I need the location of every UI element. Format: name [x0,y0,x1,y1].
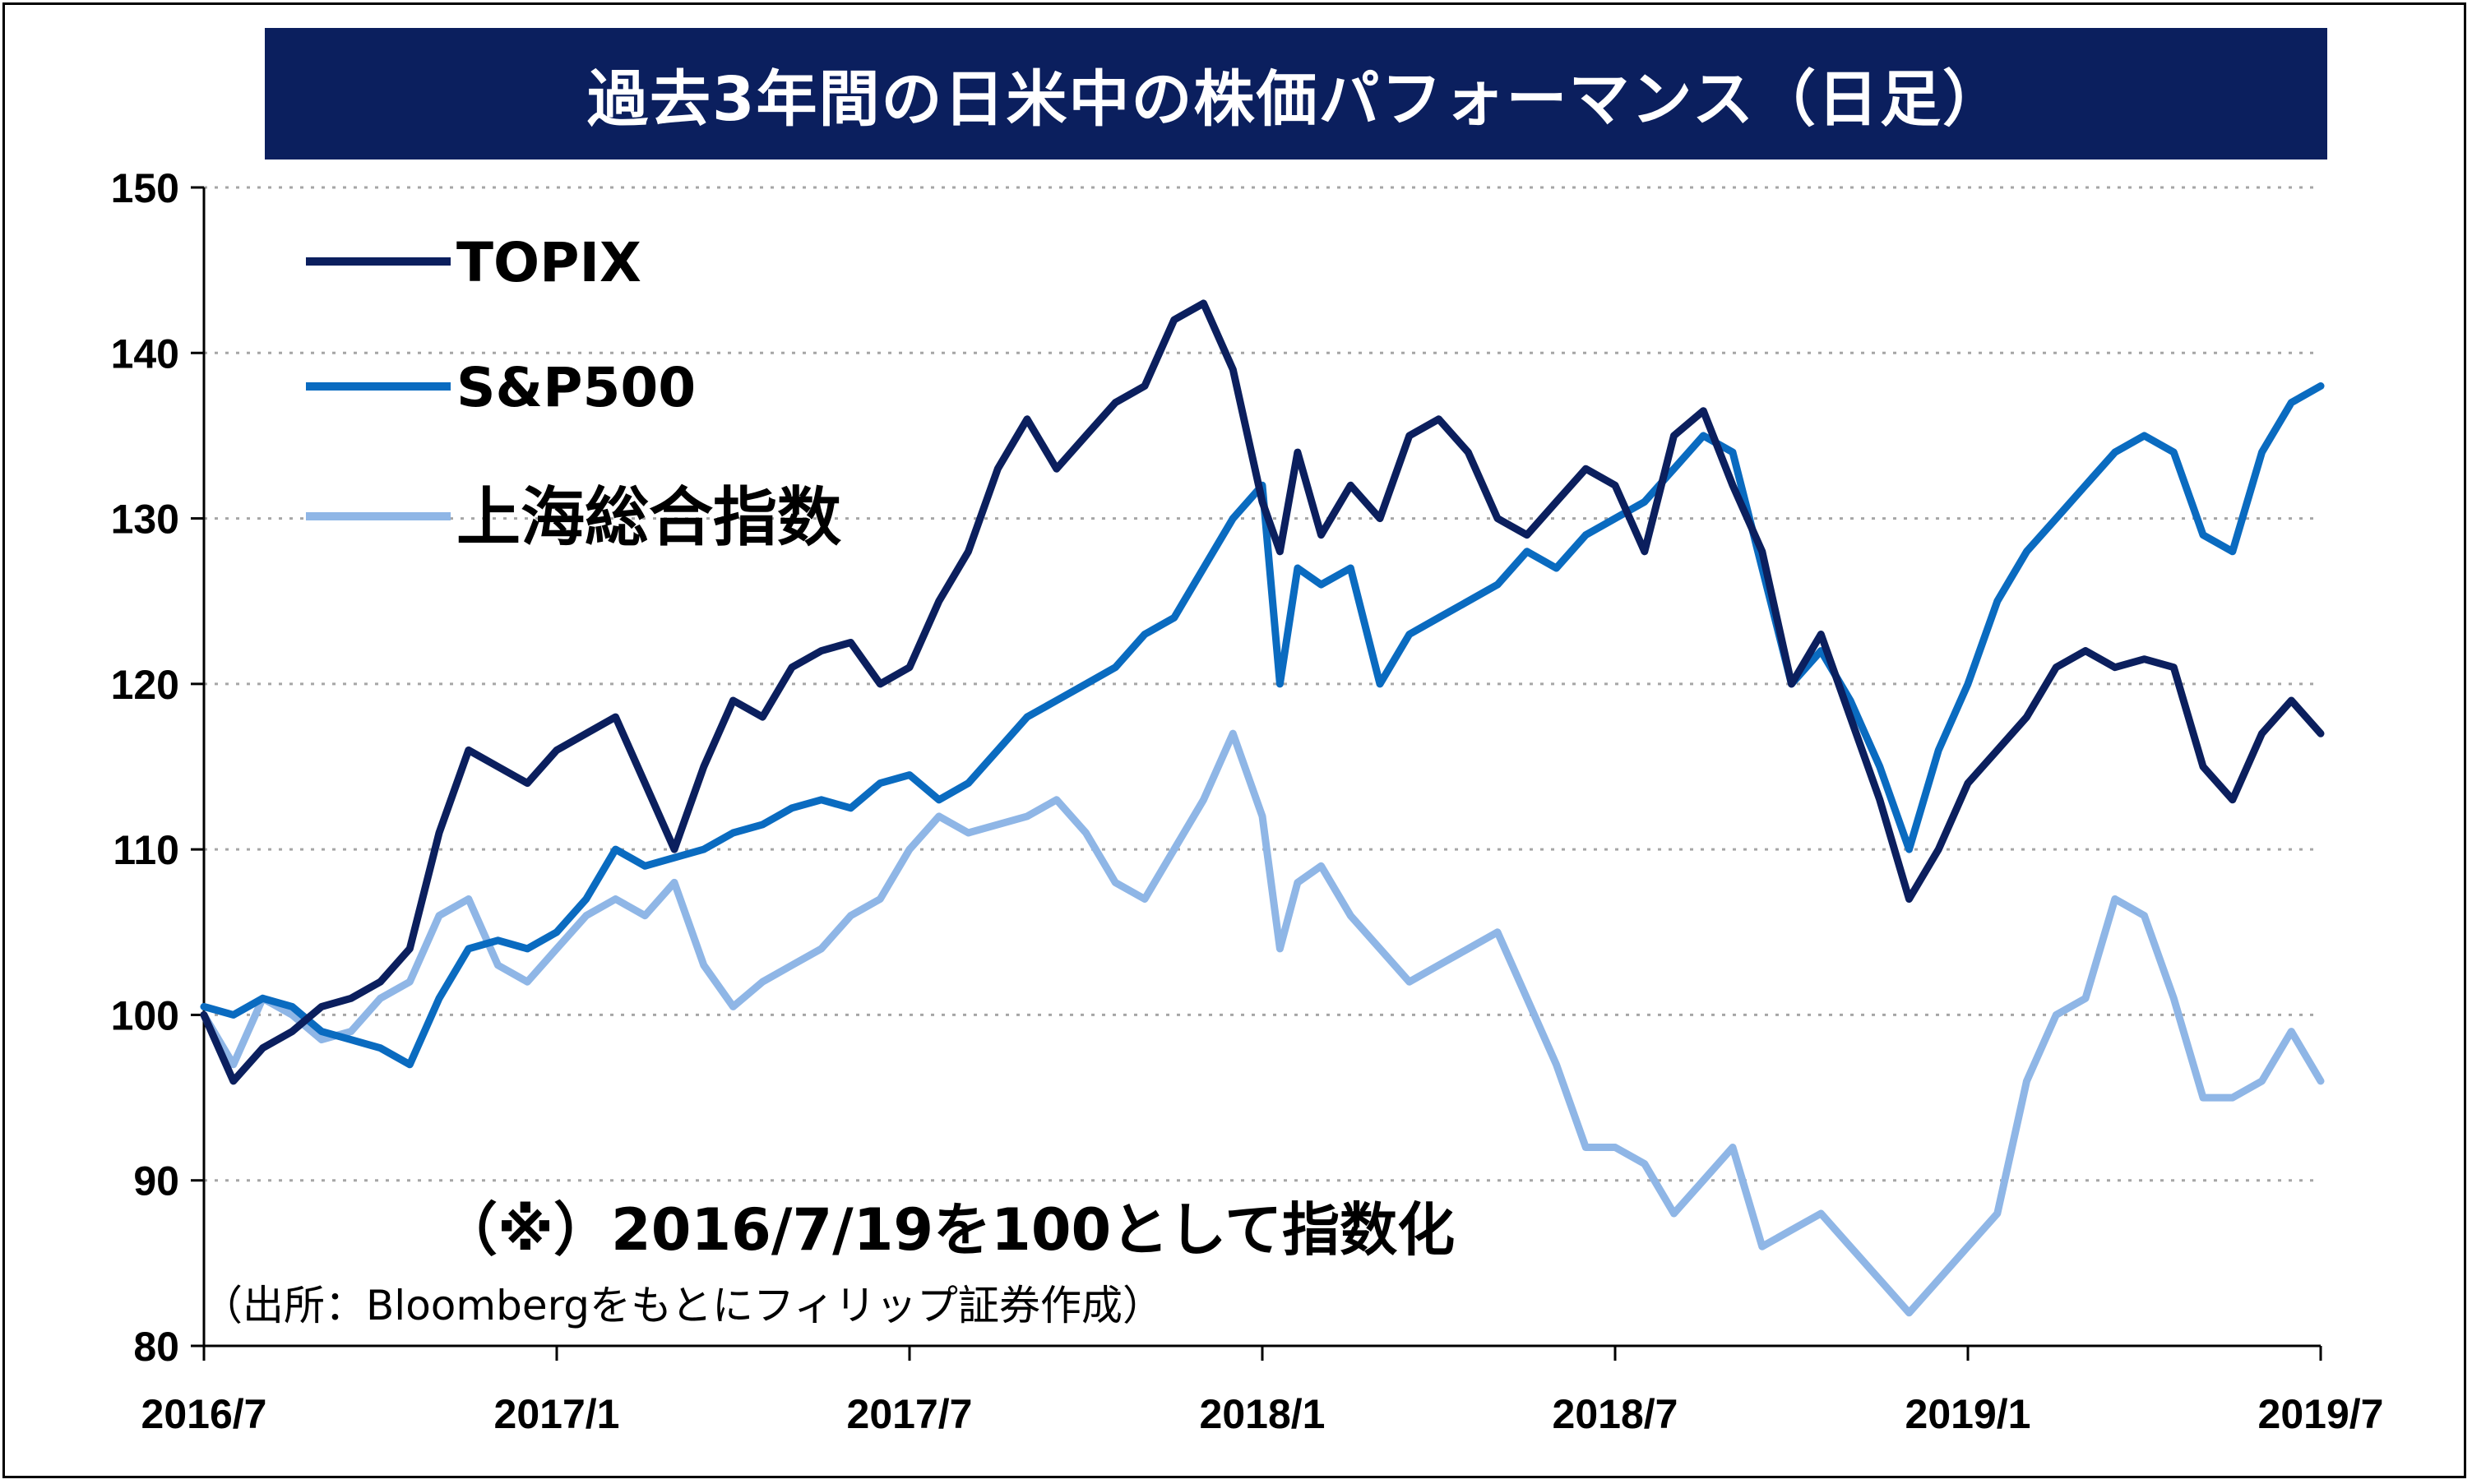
x-tick-label: 2016/7 [141,1391,267,1437]
legend: TOPIX S&P500 上海総合指数 [306,231,841,555]
y-tick-label: 110 [113,827,179,873]
chart-title: 過去3年間の日米中の株価パフォーマンス（日足） [586,63,2005,135]
x-tick-label: 2017/1 [494,1391,620,1437]
y-tick-label: 120 [111,662,179,708]
y-tick-label: 150 [111,165,179,211]
topix-line [200,299,2325,1085]
legend-label-sp500-line: S&P500 [456,356,696,419]
legend-label-topix-line: TOPIX [456,231,641,294]
grid-lines [204,186,2321,1182]
y-tick-label: 90 [133,1158,179,1204]
y-tick-label: 130 [111,497,179,543]
x-tick-label: 2019/7 [2258,1391,2384,1437]
notes: （※）2016/7/19を100として指数化 （出所：Bloombergをもとに… [201,1196,1455,1329]
source-note: （出所：Bloombergをもとにフィリップ証券作成） [201,1282,1164,1329]
y-tick-label: 100 [111,992,179,1038]
x-tick-label: 2019/1 [1905,1391,2031,1437]
y-tick-label: 140 [111,331,179,377]
x-tick-label: 2018/1 [1200,1391,1326,1437]
index-note: （※）2016/7/19を100として指数化 [440,1196,1455,1264]
x-tick-label: 2017/7 [847,1391,973,1437]
series-lines [200,299,2325,1317]
chart-title-bar: 過去3年間の日米中の株価パフォーマンス（日足） [265,28,2327,159]
sp500-line [200,382,2325,1069]
x-tick-label: 2018/7 [1553,1391,1678,1437]
y-tick-label: 80 [133,1324,179,1370]
legend-label-shanghai-line: 上海総合指数 [456,481,841,555]
shanghai-line [200,729,2325,1317]
axes: 80 90 100 110 120 130 140 150 2016/7 2017/1 2017/7… [111,165,2384,1437]
